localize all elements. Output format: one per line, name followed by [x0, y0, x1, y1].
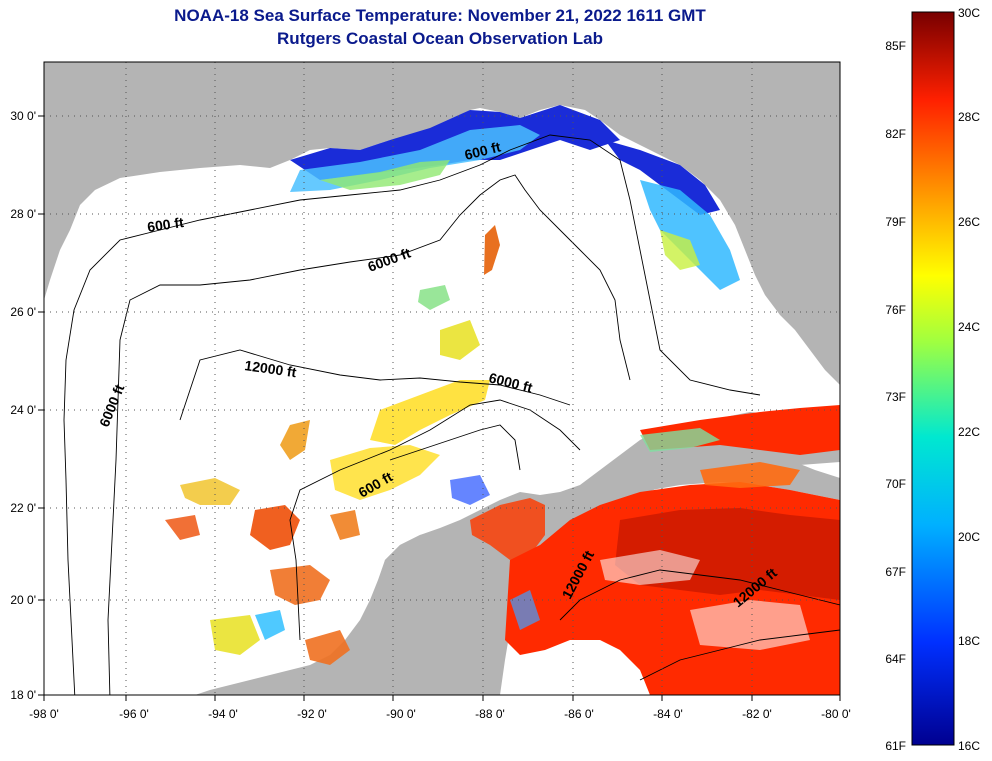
y-tick-label: 20 0'	[10, 593, 36, 607]
y-tick-label: 24 0'	[10, 403, 36, 417]
contour-label: 12000 ft	[244, 357, 298, 380]
colorbar-f-label: 67F	[885, 565, 906, 579]
x-tick-label: -98 0'	[29, 707, 59, 721]
colorbar-c-label: 18C	[958, 634, 980, 648]
sst-data-layer	[165, 105, 840, 695]
x-tick-label: -94 0'	[208, 707, 238, 721]
colorbar-c-label: 24C	[958, 320, 980, 334]
florida	[745, 62, 840, 360]
y-tick-label: 28 0'	[10, 207, 36, 221]
colorbar-f-label: 76F	[885, 303, 906, 317]
y-tick-label: 18 0'	[10, 688, 36, 702]
x-tick-label: -92 0'	[297, 707, 327, 721]
colorbar-c-label: 26C	[958, 215, 980, 229]
colorbar-c-label: 30C	[958, 6, 980, 20]
colorbar-f-label: 82F	[885, 127, 906, 141]
x-tick-label: -84 0'	[653, 707, 683, 721]
colorbar-f-label: 70F	[885, 477, 906, 491]
colorbar-f-label: 61F	[885, 739, 906, 753]
y-tick-label: 22 0'	[10, 501, 36, 515]
x-tick-label: -96 0'	[119, 707, 149, 721]
map-title: NOAA-18 Sea Surface Temperature: Novembe…	[174, 6, 706, 25]
colorbar-f-label: 73F	[885, 390, 906, 404]
colorbar-f-label: 85F	[885, 39, 906, 53]
y-tick-label: 30 0'	[10, 109, 36, 123]
y-tick-label: 26 0'	[10, 305, 36, 319]
map-frame	[43, 61, 841, 696]
colorbar-c-label: 22C	[958, 425, 980, 439]
x-tick-label: -88 0'	[475, 707, 505, 721]
x-tick-label: -86 0'	[564, 707, 594, 721]
colorbar	[911, 11, 955, 746]
colorbar-f-label: 64F	[885, 652, 906, 666]
x-tick-label: -90 0'	[386, 707, 416, 721]
yucatan	[300, 495, 545, 695]
colorbar-c-label: 20C	[958, 530, 980, 544]
x-tick-label: -80 0'	[821, 707, 851, 721]
lat-lon-grid	[44, 62, 840, 695]
map-subtitle: Rutgers Coastal Ocean Observation Lab	[277, 29, 603, 48]
colorbar-c-label: 16C	[958, 739, 980, 753]
x-tick-label: -82 0'	[742, 707, 772, 721]
colorbar-f-label: 79F	[885, 215, 906, 229]
contour-label: 600 ft	[146, 214, 185, 235]
colorbar-c-label: 28C	[958, 110, 980, 124]
